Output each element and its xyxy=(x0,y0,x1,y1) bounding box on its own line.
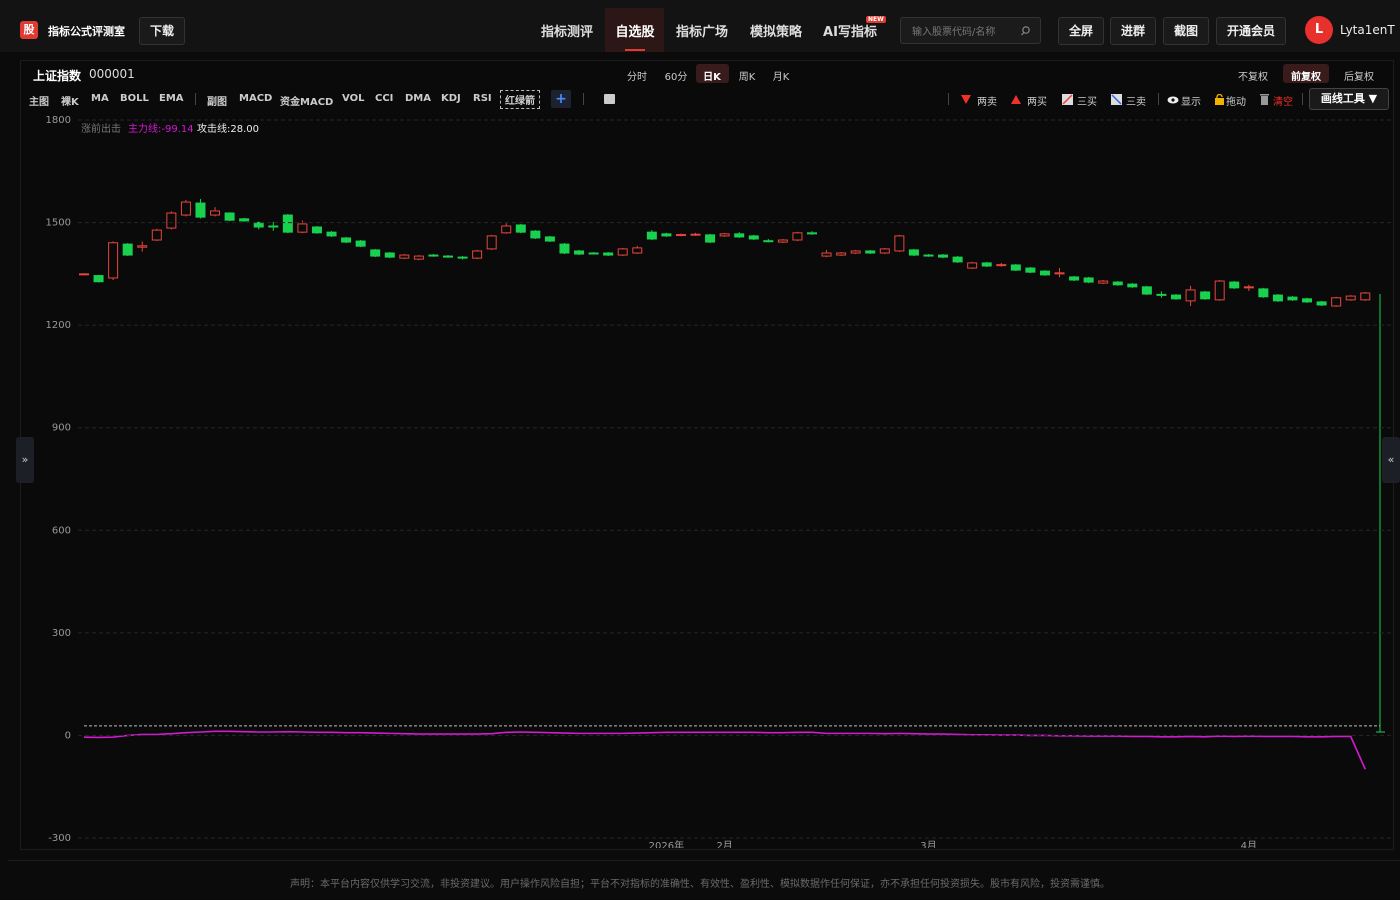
separator xyxy=(1302,93,1303,105)
period[interactable]: 周K xyxy=(738,72,756,83)
stock-name: 上证指数 xyxy=(33,69,82,83)
buy-icon xyxy=(1011,95,1021,104)
indicator[interactable]: RSI xyxy=(473,93,492,104)
tool[interactable]: 拖动 xyxy=(1226,97,1246,108)
tool[interactable]: 三卖 xyxy=(1126,97,1146,108)
user-name[interactable]: Lyta1enT xyxy=(1340,23,1395,37)
chart-panel xyxy=(20,60,1394,850)
lock-icon xyxy=(1215,94,1224,105)
indicator[interactable]: DMA xyxy=(405,93,431,104)
indicator[interactable]: BOLL xyxy=(120,93,149,104)
tool[interactable]: 三买 xyxy=(1077,97,1097,108)
nav-item[interactable]: AI写指标 xyxy=(823,25,877,40)
disclaimer: 声明：本平台内容仅供学习交流，非投资建议。用户操作风险自担；平台不对指标的准确性… xyxy=(290,879,1110,890)
indicator[interactable]: MACD xyxy=(239,93,273,104)
indicator-active[interactable]: 红绿箭 xyxy=(500,90,540,109)
sell-icon xyxy=(961,95,971,104)
tool[interactable]: 两卖 xyxy=(977,97,997,108)
vip-button[interactable]: 开通会员 xyxy=(1216,17,1286,45)
fullscreen-button[interactable]: 全屏 xyxy=(1058,17,1104,45)
adjust[interactable]: 前复权 xyxy=(1291,72,1321,83)
indicator[interactable]: 副图 xyxy=(207,97,227,108)
three-buy-icon xyxy=(1062,94,1073,105)
indicator[interactable]: 主图 xyxy=(29,97,49,108)
indicator[interactable]: VOL xyxy=(342,93,365,104)
search-icon xyxy=(1021,26,1030,36)
adjust-active-bg xyxy=(1283,64,1329,83)
separator xyxy=(195,93,196,105)
period-active-bg xyxy=(696,64,729,83)
group-button[interactable]: 进群 xyxy=(1110,17,1156,45)
expand-left[interactable]: » xyxy=(16,437,34,483)
nav-item[interactable]: 模拟策略 xyxy=(749,25,803,40)
separator xyxy=(1158,93,1159,105)
adjust[interactable]: 不复权 xyxy=(1238,72,1268,83)
logo: 股 xyxy=(20,21,38,39)
avatar[interactable]: L xyxy=(1305,16,1333,44)
expand-right[interactable]: « xyxy=(1382,437,1400,483)
draw-tool-button[interactable]: 画线工具 ▼ xyxy=(1309,88,1389,110)
period[interactable]: 日K xyxy=(703,72,721,83)
new-badge: NEW xyxy=(866,16,886,23)
download-button[interactable]: 下载 xyxy=(139,17,185,45)
nav-active-bg xyxy=(605,8,664,52)
tool-clear[interactable]: 清空 xyxy=(1273,97,1293,108)
nav-item[interactable]: 自选股 xyxy=(615,25,655,40)
period[interactable]: 分时 xyxy=(627,72,647,83)
footer-divider xyxy=(8,860,1400,861)
indicator[interactable]: EMA xyxy=(159,93,184,104)
three-sell-icon xyxy=(1111,94,1122,105)
adjust[interactable]: 后复权 xyxy=(1344,72,1374,83)
indicator[interactable]: CCI xyxy=(375,93,394,104)
add-indicator[interactable]: + xyxy=(551,90,571,108)
trash-icon xyxy=(1260,94,1269,105)
screenshot-button[interactable]: 截图 xyxy=(1163,17,1209,45)
period[interactable]: 60分 xyxy=(664,72,688,83)
search-placeholder: 输入股票代码/名称 xyxy=(912,27,996,38)
tool[interactable]: 显示 xyxy=(1181,97,1201,108)
indicator[interactable]: MA xyxy=(91,93,109,104)
nav-item[interactable]: 指标测评 xyxy=(540,25,594,40)
search-box[interactable] xyxy=(900,17,1041,44)
separator xyxy=(948,93,949,105)
save-icon[interactable] xyxy=(604,94,615,104)
site-title: 指标公式评测室 xyxy=(48,25,125,38)
tool[interactable]: 两买 xyxy=(1027,97,1047,108)
eye-icon xyxy=(1167,96,1179,104)
indicator[interactable]: KDJ xyxy=(441,93,461,104)
separator xyxy=(583,93,584,105)
stock-code: 000001 xyxy=(89,67,135,81)
indicator[interactable]: 裸K xyxy=(61,97,79,108)
nav-active-underline xyxy=(625,49,645,51)
indicator[interactable]: 资金MACD xyxy=(280,97,334,108)
period[interactable]: 月K xyxy=(772,72,790,83)
nav-item[interactable]: 指标广场 xyxy=(675,25,729,40)
